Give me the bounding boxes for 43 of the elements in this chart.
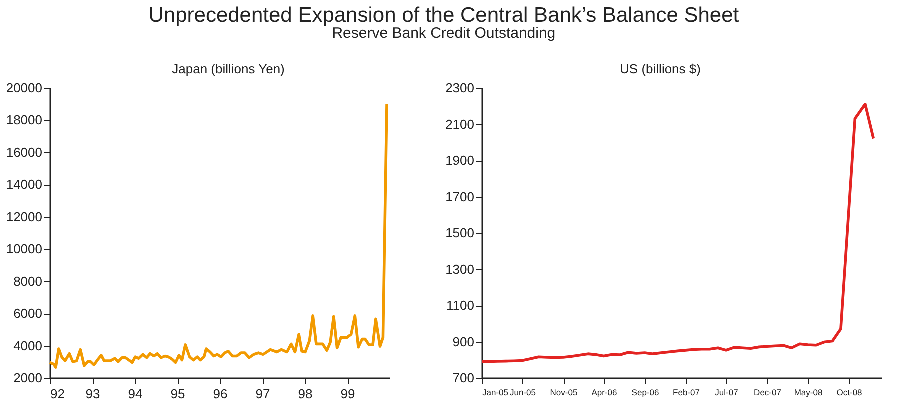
y-tick-label: 10000: [6, 242, 42, 257]
y-tick-label: 700: [452, 370, 474, 386]
x-tick-label: Dec-07: [754, 388, 782, 398]
y-tick-label: 2000: [14, 370, 42, 386]
y-axis-title: US (billions $): [620, 62, 701, 76]
y-tick-label: 14000: [6, 177, 42, 192]
y-tick-label: 1900: [446, 153, 474, 168]
x-tick-label: 99: [340, 386, 356, 402]
x-tick-label: 98: [298, 386, 313, 402]
text: Unprecedented Expansion of the Central Bank’s Balance Sheet: [148, 4, 740, 27]
x-tick-label: May-08: [794, 388, 823, 398]
y-tick-label: 1100: [446, 298, 474, 313]
text: Reserve Bank Credit Outstanding: [332, 25, 556, 42]
y-tick-label: 2100: [446, 116, 474, 132]
y-tick-label: 900: [452, 334, 474, 350]
x-tick-label: Jul-07: [715, 388, 739, 398]
y-tick-label: 4000: [14, 338, 42, 354]
y-tick-label: 16000: [6, 144, 42, 160]
y-tick-label: 8000: [14, 274, 42, 289]
y-tick-label: 2300: [446, 80, 474, 96]
y-axis-title: Japan (billions Yen): [172, 62, 285, 76]
x-tick-label: Sep-06: [632, 388, 660, 398]
line-series: [48, 102, 388, 369]
x-tick-label: Nov-05: [550, 388, 578, 398]
x-tick-label: 94: [128, 386, 143, 402]
x-tick-label: Apr-06: [592, 388, 618, 398]
y-tick-label: 20000: [6, 80, 42, 96]
x-tick-label: 92: [50, 386, 65, 402]
line-series: [480, 102, 876, 364]
y-tick-label: 1300: [446, 262, 474, 277]
x-tick-label: Oct-08: [836, 388, 863, 398]
y-tick-label: 18000: [6, 112, 42, 128]
x-tick-label: Jun-05: [510, 388, 536, 398]
x-tick-label: 95: [170, 386, 186, 402]
x-tick-label: Jan-05: [482, 388, 509, 398]
x-tick-label: 96: [213, 386, 228, 402]
x-tick-label: 97: [256, 386, 270, 402]
y-tick-label: 1700: [446, 189, 474, 204]
x-tick-label: Feb-07: [673, 388, 700, 398]
y-tick-label: 12000: [6, 209, 42, 224]
y-tick-label: 6000: [14, 306, 42, 322]
y-tick-label: 1500: [446, 226, 474, 240]
x-tick-label: 93: [86, 386, 100, 402]
